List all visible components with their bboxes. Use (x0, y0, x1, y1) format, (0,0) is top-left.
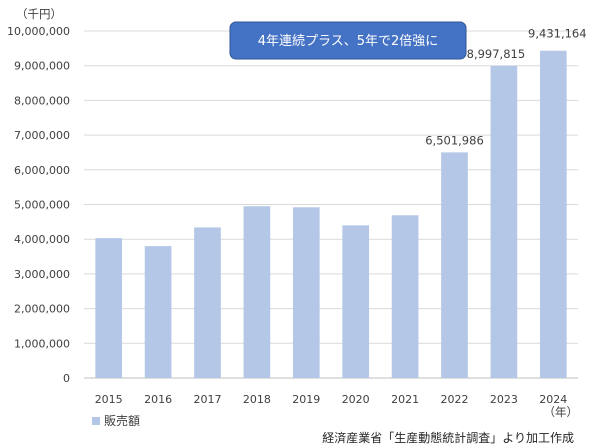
x-tick-label: 2019 (292, 393, 320, 406)
bar-2020 (342, 225, 370, 378)
y-tick-label: 5,000,000 (14, 199, 70, 212)
y-axis-unit: （千円） (16, 7, 62, 21)
data-label-2022: 6,501,986 (425, 133, 484, 147)
y-tick-label: 0 (63, 372, 70, 385)
y-tick-label: 4,000,000 (14, 233, 70, 246)
bar-2019 (292, 207, 320, 378)
x-axis-ticks: 2015 2016 2017 2018 2019 2020 2021 2022 2023 2024 (95, 393, 568, 406)
callout-box (229, 21, 467, 60)
y-tick-label: 2,000,000 (14, 303, 70, 316)
legend-swatch (92, 417, 100, 425)
x-tick-label: 2021 (391, 393, 419, 406)
callout-text: 4年連続プラス、5年で2倍強に (258, 34, 439, 49)
legend: 販売額 (92, 413, 140, 428)
bar-2021 (391, 215, 419, 378)
bar-2023 (490, 65, 518, 378)
x-tick-label: 2018 (243, 393, 271, 406)
bar-2024 (539, 50, 567, 378)
y-tick-label: 3,000,000 (14, 268, 70, 281)
y-tick-label: 6,000,000 (14, 164, 70, 177)
bar-2016 (144, 246, 172, 378)
x-tick-label: 2022 (441, 393, 469, 406)
x-axis-unit: （年） (544, 405, 579, 419)
x-tick-label: 2016 (144, 393, 172, 406)
bar-2017 (194, 227, 221, 378)
bar-2022 (441, 152, 468, 378)
x-tick-label: 2017 (194, 393, 222, 406)
y-axis-ticks: 0 1,000,000 2,000,000 3,000,000 4,000,000 5,0… (7, 25, 70, 385)
y-tick-label: 9,000,000 (14, 60, 70, 73)
x-tick-label: 2024 (539, 393, 567, 406)
x-tick-label: 2015 (95, 393, 123, 406)
bar-2018 (243, 206, 271, 378)
legend-label: 販売額 (104, 413, 140, 428)
y-tick-label: 8,000,000 (14, 94, 70, 107)
data-label-2023: 8,997,815 (467, 47, 526, 61)
data-label-2024: 9,431,164 (528, 27, 587, 41)
x-tick-label: 2023 (490, 393, 518, 406)
y-tick-label: 10,000,000 (7, 25, 70, 38)
annotation-callout: 4年連続プラス、5年で2倍強に (229, 21, 467, 60)
bars (95, 50, 567, 378)
y-tick-label: 7,000,000 (14, 129, 70, 142)
y-tick-label: 1,000,000 (14, 337, 70, 350)
x-tick-label: 2020 (342, 393, 370, 406)
source-note: 経済産業省「生産動態統計調査」より加工作成 (322, 430, 574, 445)
bar-2015 (95, 238, 123, 378)
